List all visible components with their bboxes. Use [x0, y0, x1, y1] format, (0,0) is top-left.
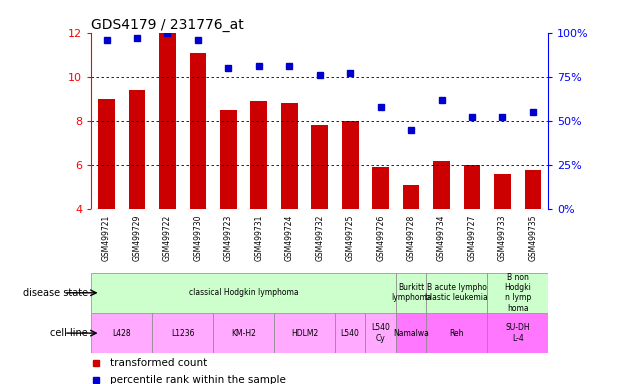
Text: L428: L428 [113, 329, 131, 338]
Text: GSM499734: GSM499734 [437, 214, 446, 261]
Bar [152, 313, 213, 353]
Text: GDS4179 / 231776_at: GDS4179 / 231776_at [91, 18, 244, 31]
Text: GSM499732: GSM499732 [315, 214, 324, 261]
Bar [91, 273, 396, 313]
Text: Burkitt
lymphoma: Burkitt lymphoma [391, 283, 432, 303]
Bar [525, 170, 541, 209]
Text: GSM499727: GSM499727 [467, 214, 476, 261]
Bar [396, 313, 427, 353]
Bar [372, 167, 389, 209]
Bar [427, 273, 487, 313]
Text: GSM499722: GSM499722 [163, 214, 172, 261]
Bar [396, 273, 427, 313]
Text: Reh: Reh [449, 329, 464, 338]
Text: GSM499735: GSM499735 [529, 214, 537, 261]
Text: GSM499725: GSM499725 [346, 214, 355, 261]
Text: GSM499723: GSM499723 [224, 214, 233, 261]
Text: GSM499721: GSM499721 [102, 214, 111, 261]
Text: SU-DH
L-4: SU-DH L-4 [505, 323, 530, 343]
Text: GSM499728: GSM499728 [406, 214, 416, 261]
Bar [91, 313, 152, 353]
Bar [311, 126, 328, 209]
Text: Namalwa: Namalwa [393, 329, 429, 338]
Text: GSM499729: GSM499729 [132, 214, 142, 261]
Text: GSM499724: GSM499724 [285, 214, 294, 261]
Bar [159, 33, 176, 209]
Text: classical Hodgkin lymphoma: classical Hodgkin lymphoma [189, 288, 299, 297]
Bar [464, 165, 480, 209]
Text: L1236: L1236 [171, 329, 195, 338]
Text: GSM499733: GSM499733 [498, 214, 507, 261]
Text: transformed count: transformed count [110, 358, 207, 368]
Bar [281, 103, 297, 209]
Text: GSM499731: GSM499731 [255, 214, 263, 261]
Bar [190, 53, 206, 209]
Text: GSM499726: GSM499726 [376, 214, 385, 261]
Text: HDLM2: HDLM2 [291, 329, 318, 338]
Text: B non
Hodgki
n lymp
homa: B non Hodgki n lymp homa [504, 273, 531, 313]
Bar [365, 313, 396, 353]
Bar [427, 313, 487, 353]
Bar [487, 313, 548, 353]
Text: L540
Cy: L540 Cy [371, 323, 390, 343]
Bar [403, 185, 420, 209]
Text: disease state: disease state [23, 288, 88, 298]
Bar [220, 110, 237, 209]
Text: B acute lympho
blastic leukemia: B acute lympho blastic leukemia [425, 283, 488, 303]
Bar [98, 99, 115, 209]
Bar [251, 101, 267, 209]
Bar [433, 161, 450, 209]
Bar [274, 313, 335, 353]
Text: cell line: cell line [50, 328, 88, 338]
Bar [213, 313, 274, 353]
Text: GSM499730: GSM499730 [193, 214, 202, 261]
Bar [494, 174, 511, 209]
Text: percentile rank within the sample: percentile rank within the sample [110, 375, 285, 384]
Text: L540: L540 [341, 329, 360, 338]
Bar [129, 90, 146, 209]
Bar [342, 121, 358, 209]
Bar [335, 313, 365, 353]
Bar [487, 273, 548, 313]
Text: KM-H2: KM-H2 [231, 329, 256, 338]
